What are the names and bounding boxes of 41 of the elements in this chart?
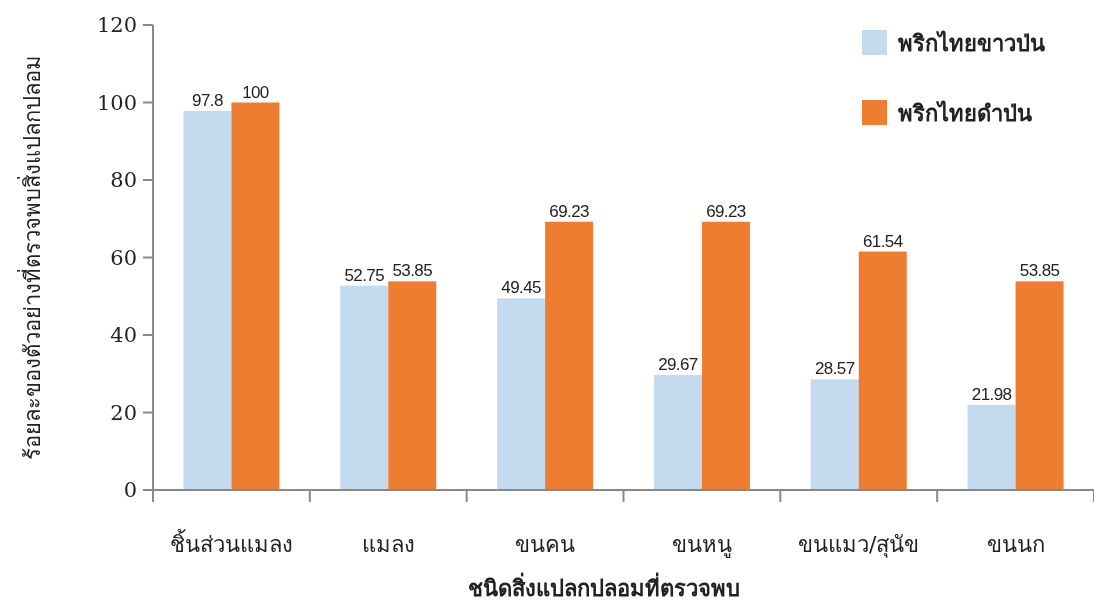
legend-label: พริกไทยดำป่น [898,100,1032,126]
bar [810,379,859,490]
data-label: 29.67 [658,355,698,375]
y-tick-label: 20 [110,400,137,425]
x-tick-label: ชิ้นส่วนแมลง [169,529,293,557]
y-tick-label: 60 [110,245,137,270]
data-label: 53.85 [392,261,433,281]
y-tick-label: 120 [96,13,137,37]
data-label: 52.75 [344,265,385,285]
bar [701,221,750,490]
data-label: 28.57 [814,359,855,379]
bar [231,102,280,490]
data-label: 21.98 [971,384,1012,404]
y-tick-label: 40 [110,323,137,347]
bar [1015,281,1064,490]
data-label: 61.54 [862,231,903,251]
legend-label: พริกไทยขาวป่น [898,30,1045,56]
bar [340,285,389,490]
bar [183,111,232,490]
x-axis-title: ชนิดสิ่งแปลกปลอมที่ตรวจพบ [467,572,740,601]
x-tick-label: ขนหนู [671,532,732,558]
data-label: 69.23 [706,201,746,221]
x-tick-label: ขนแมว/สุนัข [798,532,920,558]
y-axis-title: ร้อยละของตัวอย่างที่ตรวจพบสิ่งแปลกปลอม [17,55,45,460]
y-tick-label: 0 [123,478,137,502]
x-tick-label: ขนนก [986,532,1045,557]
data-label: 100 [242,82,269,102]
bar [858,251,907,490]
bar [967,404,1016,490]
x-tick-label: ขนคน [515,532,576,557]
y-tick-label: 100 [96,90,137,115]
data-label: 49.45 [501,278,541,298]
data-label: 69.23 [549,201,589,221]
bar [497,298,546,490]
data-label: 97.8 [192,91,223,111]
data-label: 53.85 [1019,261,1060,281]
bar [388,281,437,490]
x-tick-label: แมลง [361,532,415,557]
bar [653,375,702,490]
y-tick-label: 80 [110,168,137,192]
bar [545,221,594,490]
